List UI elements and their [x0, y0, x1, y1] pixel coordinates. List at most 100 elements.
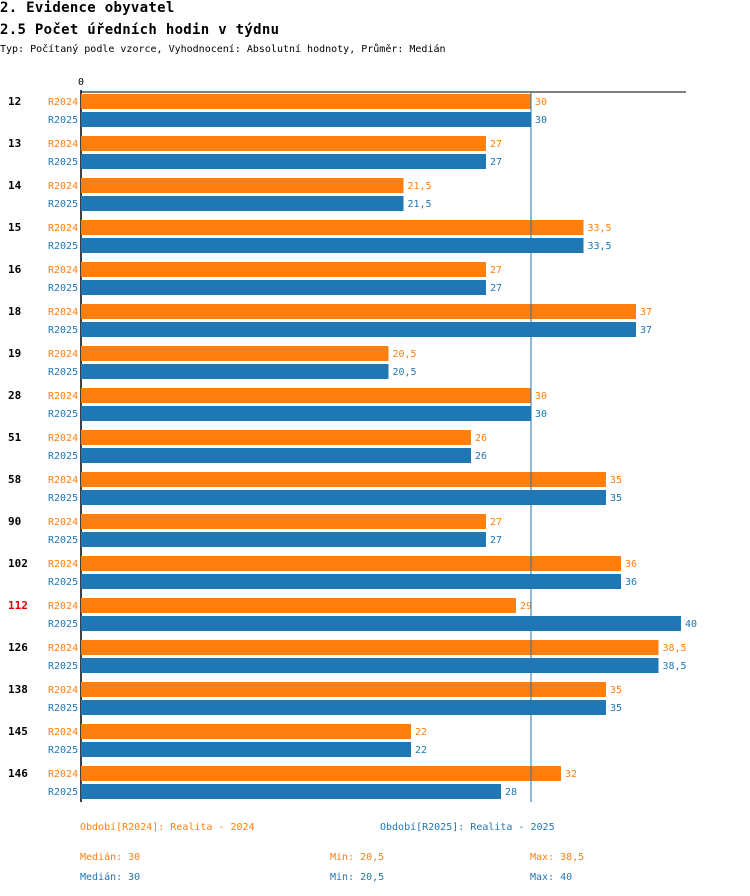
data-label: 30: [535, 391, 547, 402]
data-label: 27: [490, 139, 502, 150]
data-label: 27: [490, 517, 502, 528]
bar: [81, 514, 486, 529]
bar: [81, 700, 606, 715]
series-label: R2024: [48, 475, 78, 486]
bar: [81, 238, 584, 253]
bar: [81, 598, 516, 613]
data-label: 35: [610, 703, 622, 714]
bar: [81, 304, 636, 319]
series-label: R2024: [48, 517, 78, 528]
data-label: 27: [490, 157, 502, 168]
legend-r2025: Období[R2025]: Realita - 2025: [380, 822, 555, 833]
series-label: R2025: [48, 409, 78, 420]
series-label: R2024: [48, 223, 78, 234]
x-axis-zero-label: 0: [78, 77, 84, 88]
bar: [81, 136, 486, 151]
category-label: 126: [8, 641, 28, 654]
bar: [81, 322, 636, 337]
bar: [81, 94, 531, 109]
bar: [81, 616, 681, 631]
series-label: R2024: [48, 601, 78, 612]
category-label: 51: [8, 431, 22, 444]
bar: [81, 220, 584, 235]
data-label: 30: [535, 115, 547, 126]
data-label: 37: [640, 325, 652, 336]
series-label: R2025: [48, 703, 78, 714]
bar: [81, 112, 531, 127]
bar: [81, 364, 389, 379]
category-label: 13: [8, 137, 21, 150]
data-label: 22: [415, 745, 427, 756]
section-heading: 2. Evidence obyvatel: [0, 0, 175, 16]
series-label: R2025: [48, 493, 78, 504]
bar: [81, 262, 486, 277]
series-label: R2024: [48, 559, 78, 570]
legend-r2024: Období[R2024]: Realita - 2024: [80, 822, 255, 833]
data-label: 30: [535, 97, 547, 108]
series-label: R2024: [48, 391, 78, 402]
data-label: 28: [505, 787, 517, 798]
category-label: 145: [8, 725, 28, 738]
bar: [81, 640, 659, 655]
category-label: 102: [8, 557, 28, 570]
series-label: R2024: [48, 307, 78, 318]
bar: [81, 742, 411, 757]
category-label: 15: [8, 221, 21, 234]
bar: [81, 784, 501, 799]
series-label: R2024: [48, 181, 78, 192]
data-label: 32: [565, 769, 577, 780]
category-label: 28: [8, 389, 21, 402]
data-label: 30: [535, 409, 547, 420]
bar: [81, 574, 621, 589]
stat-max-r2025: Max: 40: [530, 872, 573, 883]
category-label: 19: [8, 347, 21, 360]
data-label: 26: [475, 451, 487, 462]
series-label: R2025: [48, 325, 78, 336]
series-label: R2025: [48, 535, 78, 546]
data-label: 35: [610, 685, 622, 696]
series-label: R2025: [48, 157, 78, 168]
stat-median-r2024: Medián: 30: [80, 852, 141, 863]
data-label: 27: [490, 265, 502, 276]
bar: [81, 388, 531, 403]
data-label: 29: [520, 601, 532, 612]
chart-title: 2.5 Počet úředních hodin v týdnu: [0, 22, 280, 38]
category-label: 12: [8, 95, 21, 108]
bar: [81, 178, 404, 193]
data-label: 36: [625, 559, 637, 570]
data-label: 36: [625, 577, 637, 588]
series-label: R2024: [48, 643, 78, 654]
series-label: R2024: [48, 769, 78, 780]
series-label: R2025: [48, 451, 78, 462]
series-label: R2025: [48, 283, 78, 294]
series-label: R2025: [48, 115, 78, 126]
data-label: 33,5: [588, 223, 612, 234]
chart-subtitle: Typ: Počítaný podle vzorce, Vyhodnocení:…: [0, 44, 446, 55]
category-label: 14: [8, 179, 22, 192]
stat-max-r2024: Max: 38,5: [530, 852, 585, 863]
series-label: R2025: [48, 745, 78, 756]
category-label: 18: [8, 305, 21, 318]
category-label: 146: [8, 767, 28, 780]
series-label: R2025: [48, 619, 78, 630]
bar: [81, 430, 471, 445]
bar-chart: 0 12 R2024 30 R2025 30 13 R2024 27 R2025 27 14 R2024…: [8, 77, 697, 802]
stat-median-r2025: Medián: 30: [80, 872, 141, 883]
data-label: 21,5: [408, 199, 432, 210]
series-label: R2025: [48, 787, 78, 798]
data-label: 35: [610, 475, 622, 486]
series-label: R2024: [48, 433, 78, 444]
bar: [81, 280, 486, 295]
bar: [81, 724, 411, 739]
series-label: R2024: [48, 97, 78, 108]
data-label: 35: [610, 493, 622, 504]
bar: [81, 406, 531, 421]
series-label: R2025: [48, 661, 78, 672]
category-label: 90: [8, 515, 21, 528]
bar: [81, 658, 659, 673]
bar: [81, 682, 606, 697]
series-label: R2025: [48, 199, 78, 210]
data-label: 20,5: [393, 367, 417, 378]
data-label: 40: [685, 619, 697, 630]
series-label: R2024: [48, 349, 78, 360]
